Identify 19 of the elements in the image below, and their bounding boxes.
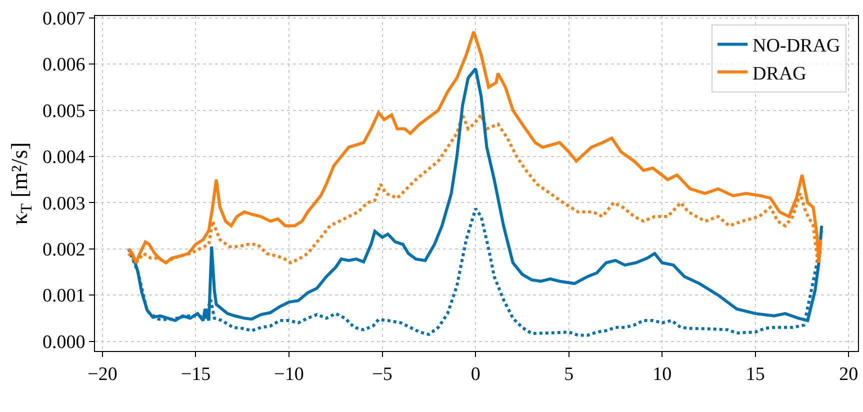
y-tick-label: 0.003 [42,193,86,214]
x-tick-label: 10 [652,364,672,385]
x-tick-label: 0 [470,364,480,385]
y-tick-label: 0.006 [42,54,86,76]
y-tick-label: 0.000 [42,332,86,353]
x-tick-label: −10 [274,364,304,385]
x-tick-label: −20 [88,364,118,385]
y-tick-label: 0.004 [42,147,86,168]
x-tick-label: 5 [564,364,574,385]
y-tick-label: 0.002 [42,240,86,261]
y-tick-label: 0.001 [42,286,86,307]
x-tick-label: −5 [372,364,392,385]
x-tick-label: 20 [839,364,858,385]
legend-label: DRAG [752,63,807,84]
x-tick-label: 15 [746,364,765,385]
x-tick-label: −15 [180,364,211,385]
legend-label: NO-DRAG [752,36,840,57]
y-tick-label: 0.007 [42,8,86,30]
y-tick-label: 0.005 [42,100,86,122]
